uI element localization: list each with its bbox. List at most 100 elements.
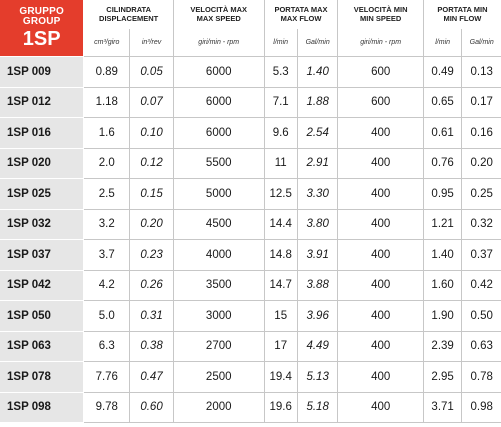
displacement-cm3-cell: 1.18 <box>84 87 131 118</box>
displacement-in3-cell: 0.60 <box>130 392 174 423</box>
displacement-in3-cell: 0.23 <box>130 240 174 271</box>
max-flow-galmin-cell: 2.91 <box>297 148 339 179</box>
displacement-in3-cell: 0.26 <box>130 270 174 301</box>
max-flow-galmin-cell: 5.18 <box>297 392 339 423</box>
displacement-in3-cell: 0.15 <box>130 179 174 210</box>
min-speed-cell: 400 <box>338 209 424 240</box>
table-row: 1SP 037 3.7 0.23 4000 14.8 3.91 400 1.40 0.37 <box>0 240 501 271</box>
table-body: 1SP 009 0.89 0.05 6000 5.3 1.40 600 0.49 0.13 1SP… <box>0 57 501 423</box>
max-flow-lmin-cell: 14.8 <box>264 240 298 271</box>
min-speed-cell: 400 <box>338 179 424 210</box>
max-flow-galmin-cell: 3.96 <box>297 301 339 332</box>
model-cell: 1SP 037 <box>0 240 85 271</box>
min-speed-cell: 400 <box>338 270 424 301</box>
min-flow-lmin-cell: 0.65 <box>423 87 463 118</box>
max-flow-lmin-cell: 5.3 <box>264 57 298 88</box>
max-flow-lmin-cell: 19.4 <box>264 362 298 393</box>
model-cell: 1SP 012 <box>0 87 85 118</box>
model-cell: 1SP 025 <box>0 179 85 210</box>
min-speed-cell: 600 <box>338 87 424 118</box>
min-flow-lmin-cell: 2.39 <box>423 331 463 362</box>
max-flow-lmin-cell: 11 <box>264 148 298 179</box>
min-flow-lmin-cell: 0.76 <box>423 148 463 179</box>
max-speed-header: VELOCITÀ MAX MAX SPEED <box>174 0 265 29</box>
max-speed-cell: 4000 <box>173 240 265 271</box>
table-row: 1SP 032 3.2 0.20 4500 14.4 3.80 400 1.21 0.32 <box>0 209 501 240</box>
min-speed-cell: 400 <box>338 362 424 393</box>
group-header: GRUPPO GROUP 1SP <box>0 0 85 57</box>
max-speed-cell: 2500 <box>173 362 265 393</box>
max-speed-title-en: MAX SPEED <box>196 13 241 23</box>
min-speed-cell: 400 <box>338 301 424 332</box>
min-speed-title-en: MIN SPEED <box>360 13 402 23</box>
min-flow-lmin-cell: 1.21 <box>423 209 463 240</box>
max-speed-cell: 6000 <box>173 57 265 88</box>
displacement-in3-cell: 0.47 <box>130 362 174 393</box>
min-flow-lmin-cell: 3.71 <box>423 392 463 423</box>
unit-in3-rev: in³/rev <box>130 29 174 57</box>
max-flow-title-en: MAX FLOW <box>280 13 322 23</box>
min-speed-cell: 400 <box>338 392 424 423</box>
max-flow-title-it: PORTATA MAX <box>274 4 328 14</box>
table-row: 1SP 009 0.89 0.05 6000 5.3 1.40 600 0.49 0.13 <box>0 57 501 88</box>
unit-min-galmin: Gal/min <box>462 29 501 57</box>
min-flow-galmin-cell: 0.42 <box>462 271 501 301</box>
min-flow-galmin-cell: 0.32 <box>462 210 501 240</box>
group-label-en: GROUP <box>22 16 61 27</box>
displacement-title-en: DISPLACEMENT <box>99 13 159 23</box>
table-row: 1SP 042 4.2 0.26 3500 14.7 3.88 400 1.60 0.42 <box>0 270 501 301</box>
unit-min-rpm: giri/min - rpm <box>338 29 424 57</box>
displacement-in3-cell: 0.20 <box>130 209 174 240</box>
max-flow-galmin-cell: 1.40 <box>297 57 339 88</box>
displacement-in3-cell: 0.31 <box>130 301 174 332</box>
min-flow-galmin-cell: 0.98 <box>462 393 501 423</box>
displacement-cm3-cell: 7.76 <box>84 362 131 393</box>
max-speed-cell: 3000 <box>173 301 265 332</box>
model-cell: 1SP 020 <box>0 148 85 179</box>
min-speed-cell: 400 <box>338 240 424 271</box>
max-speed-cell: 4500 <box>173 209 265 240</box>
min-flow-galmin-cell: 0.20 <box>462 149 501 179</box>
displacement-header: CILINDRATA DISPLACEMENT <box>84 0 174 29</box>
max-speed-cell: 6000 <box>173 118 265 149</box>
displacement-cm3-cell: 3.2 <box>84 209 131 240</box>
unit-max-lmin: l/min <box>264 29 298 57</box>
unit-max-galmin: Gal/min <box>297 29 339 57</box>
max-speed-cell: 5500 <box>173 148 265 179</box>
max-flow-header: PORTATA MAX MAX FLOW <box>265 0 339 29</box>
displacement-in3-cell: 0.05 <box>130 57 174 88</box>
displacement-cm3-cell: 6.3 <box>84 331 131 362</box>
displacement-cm3-cell: 2.5 <box>84 179 131 210</box>
model-cell: 1SP 009 <box>0 57 85 88</box>
min-flow-title-it: PORTATA MIN <box>437 4 488 14</box>
min-flow-title-en: MIN FLOW <box>443 13 482 23</box>
table-row: 1SP 025 2.5 0.15 5000 12.5 3.30 400 0.95 0.25 <box>0 179 501 210</box>
displacement-cm3-cell: 9.78 <box>84 392 131 423</box>
max-flow-lmin-cell: 15 <box>264 301 298 332</box>
displacement-cm3-cell: 0.89 <box>84 57 131 88</box>
min-flow-lmin-cell: 2.95 <box>423 362 463 393</box>
displacement-title-it: CILINDRATA <box>106 4 151 14</box>
max-flow-lmin-cell: 14.7 <box>264 270 298 301</box>
unit-max-rpm: giri/min - rpm <box>173 29 265 57</box>
min-flow-lmin-cell: 0.49 <box>423 57 463 88</box>
table-header: GRUPPO GROUP 1SP CILINDRATA DISPLACEMENT… <box>0 0 501 57</box>
max-flow-galmin-cell: 5.13 <box>297 362 339 393</box>
max-flow-lmin-cell: 17 <box>264 331 298 362</box>
min-speed-title-it: VELOCITÀ MIN <box>353 4 408 14</box>
max-flow-galmin-cell: 1.88 <box>297 87 339 118</box>
max-flow-galmin-cell: 4.49 <box>297 331 339 362</box>
max-flow-galmin-cell: 3.91 <box>297 240 339 271</box>
min-flow-header: PORTATA MIN MIN FLOW <box>424 0 501 29</box>
model-cell: 1SP 042 <box>0 270 85 301</box>
displacement-in3-cell: 0.10 <box>130 118 174 149</box>
table-row: 1SP 016 1.6 0.10 6000 9.6 2.54 400 0.61 0.16 <box>0 118 501 149</box>
displacement-cm3-cell: 2.0 <box>84 148 131 179</box>
max-flow-lmin-cell: 7.1 <box>264 87 298 118</box>
max-flow-lmin-cell: 19.6 <box>264 392 298 423</box>
min-flow-lmin-cell: 1.90 <box>423 301 463 332</box>
max-flow-lmin-cell: 12.5 <box>264 179 298 210</box>
min-speed-cell: 400 <box>338 118 424 149</box>
min-flow-lmin-cell: 1.60 <box>423 270 463 301</box>
max-speed-cell: 5000 <box>173 179 265 210</box>
